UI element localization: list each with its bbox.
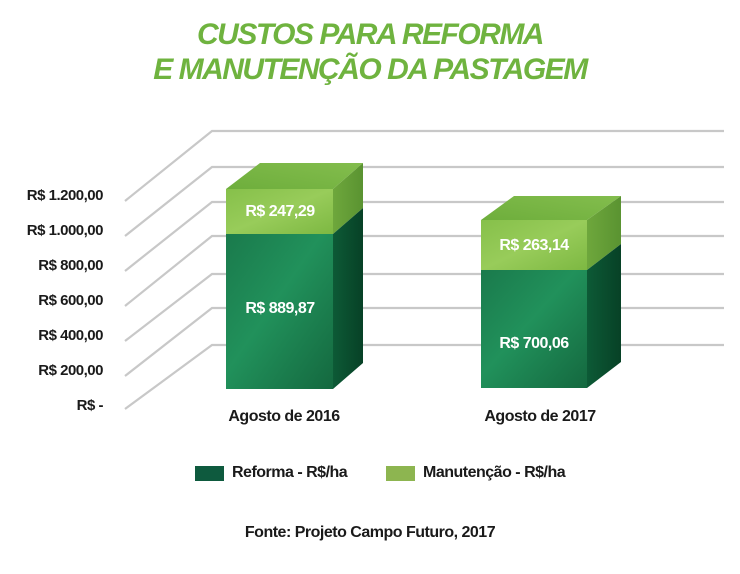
gridline-1000 [124,165,724,237]
chart-title-line1: CUSTOS PARA REFORMA [197,18,544,51]
reforma-segment [226,234,333,389]
value-label-reforma-2016: R$ 889,87 [245,300,315,317]
legend-label-manutencao: Manutenção - R$/ha [423,464,566,481]
y-tick-1000: R$ 1.000,00 [26,222,104,239]
legend-swatch-manutencao [386,465,415,481]
reforma-segment [481,270,587,388]
manutencao-segment [481,220,587,270]
x-category-2016: Agosto de 2016 [228,408,340,425]
legend-item-reforma: Reforma - R$/ha [195,463,348,483]
value-label-manutencao-2016: R$ 247,29 [245,203,315,220]
source-note: Fonte: Projeto Campo Futuro, 2017 [244,524,496,541]
y-tick-0: R$ - [76,397,104,414]
y-tick-200: R$ 200,00 [38,362,103,379]
y-tick-800: R$ 800,00 [38,257,103,274]
legend-swatch-reforma [195,465,224,481]
chart-title-line2: E MANUTENÇÃO DA PASTAGEM [153,53,588,86]
gridline-1200 [124,129,724,202]
gridline-600 [124,234,724,307]
y-tick-600: R$ 600,00 [38,292,103,309]
bar-agosto-2016 [226,163,363,389]
value-label-manutencao-2017: R$ 263,14 [499,237,569,254]
y-tick-400: R$ 400,00 [38,327,103,344]
gridline-0 [124,343,724,410]
gridline-200 [124,306,724,377]
y-tick-1200: R$ 1.200,00 [26,187,104,204]
manutencao-side-face [333,163,363,234]
legend-item-manutencao: Manutenção - R$/ha [386,463,566,483]
reforma-side-face [587,244,621,388]
x-category-2017: Agosto de 2017 [484,408,596,425]
legend-label-reforma: Reforma - R$/ha [232,464,348,481]
value-label-reforma-2017: R$ 700,06 [499,335,569,352]
gridlines [124,129,724,410]
manutencao-segment [226,189,333,234]
bar-agosto-2017 [481,196,621,388]
reforma-side-face [333,208,363,389]
manutencao-side-face [587,196,621,270]
bar-top-face [226,163,363,189]
bar-top-face [481,196,621,220]
